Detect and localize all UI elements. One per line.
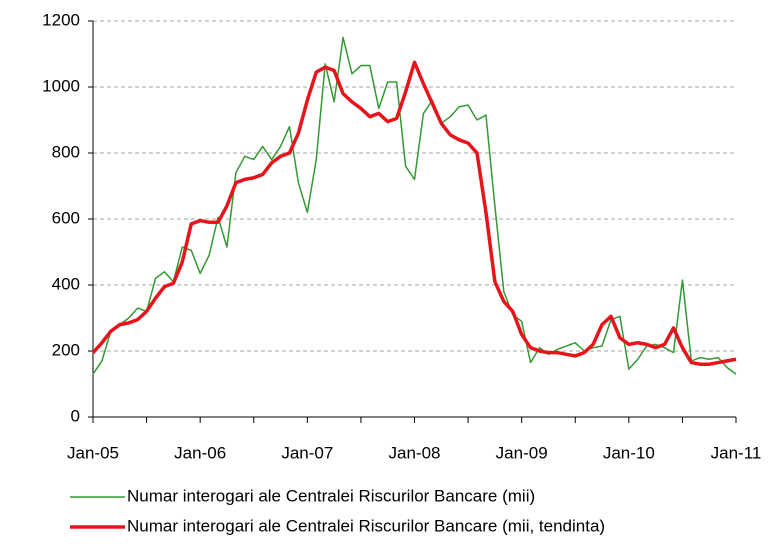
y-tick-label: 400 <box>52 274 80 293</box>
y-tick-label: 1200 <box>42 10 80 29</box>
legend-label: Numar interogari ale Centralei Riscurilo… <box>127 486 535 505</box>
legend-label: Numar interogari ale Centralei Riscurilo… <box>127 516 605 535</box>
series-line <box>92 36 737 375</box>
y-tick-label: 600 <box>52 208 80 227</box>
y-tick-label: 0 <box>71 406 80 425</box>
x-tick-label: Jan-06 <box>174 443 226 462</box>
x-tick-label: Jan-08 <box>389 443 441 462</box>
series-line <box>91 60 737 366</box>
x-tick-label: Jan-10 <box>603 443 655 462</box>
y-tick-label: 1000 <box>42 76 80 95</box>
x-tick-label: Jan-07 <box>281 443 333 462</box>
x-tick-label: Jan-05 <box>67 443 119 462</box>
x-tick-label: Jan-09 <box>496 443 548 462</box>
y-tick-label: 800 <box>52 142 80 161</box>
y-tick-label: 200 <box>52 340 80 359</box>
x-tick-label: Jan-11 <box>711 443 762 462</box>
